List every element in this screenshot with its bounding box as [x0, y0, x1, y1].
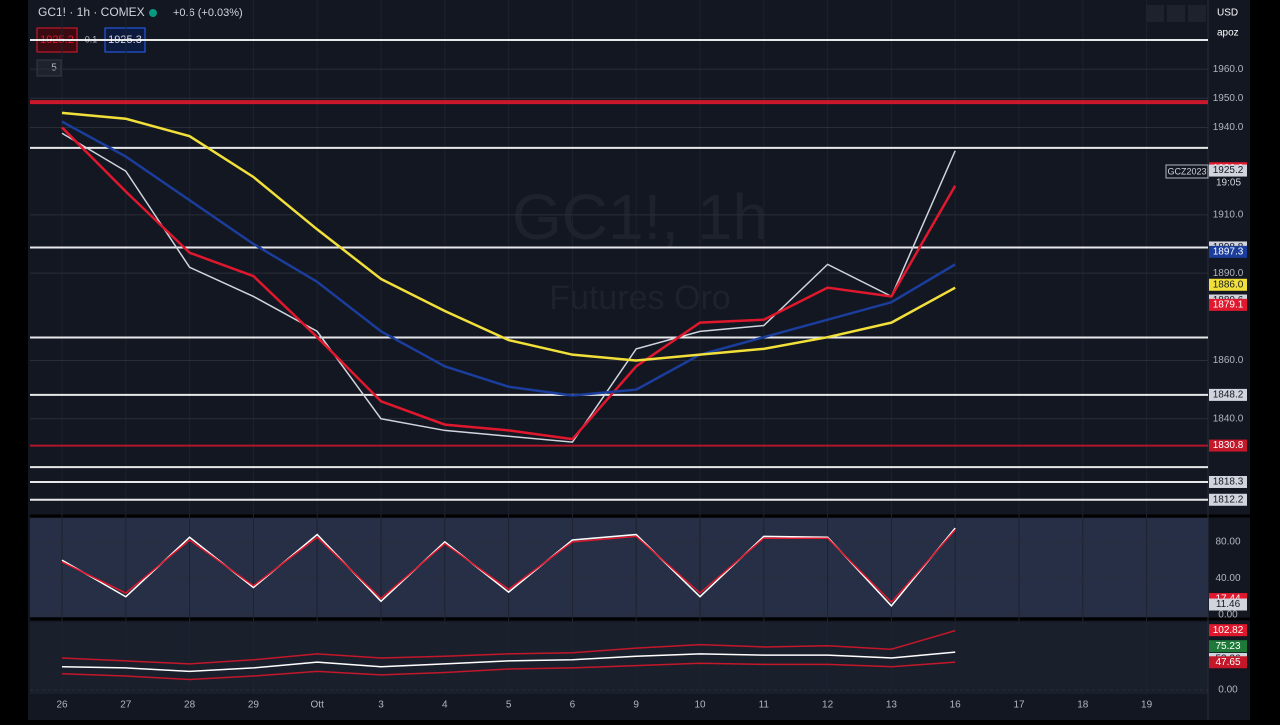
- currency[interactable]: USD: [1217, 8, 1238, 19]
- price-label-text: 1812.2: [1213, 494, 1244, 505]
- status-dot: [149, 9, 157, 17]
- y-tick-label: 40.00: [1215, 573, 1240, 584]
- y-tick-label: 1950.0: [1213, 93, 1244, 104]
- y-tick-label: 80.00: [1215, 536, 1240, 547]
- series-line: [61, 527, 956, 607]
- y-tick-label: 1860.0: [1213, 355, 1244, 366]
- x-tick-label: 29: [248, 700, 260, 711]
- x-tick-label: 4: [442, 700, 448, 711]
- price-label: [1209, 164, 1247, 177]
- price-label: [1209, 475, 1247, 488]
- price-label-text: 1818.3: [1213, 477, 1244, 488]
- price-label: [1209, 439, 1247, 452]
- price-label: [1209, 598, 1247, 611]
- oscillator-panel: [30, 518, 1208, 617]
- series-line: [61, 661, 956, 681]
- price-label: [1209, 388, 1247, 401]
- x-tick-label: 9: [633, 700, 639, 711]
- price-label-text: 1925.2: [1213, 165, 1244, 176]
- x-tick-label: 5: [506, 700, 512, 711]
- price-label: [1209, 298, 1247, 311]
- price-label-text: 47.65: [1215, 657, 1240, 668]
- price-label-text: 1830.8: [1213, 440, 1244, 451]
- price-label: [1209, 493, 1247, 506]
- y-tick-label: 1910.0: [1213, 209, 1244, 220]
- button[interactable]: [1146, 5, 1164, 22]
- price-label: [1209, 656, 1247, 669]
- x-tick-label: 18: [1077, 700, 1089, 711]
- x-tick-label: 13: [886, 700, 898, 711]
- countdown: 19:05: [1216, 178, 1241, 189]
- account[interactable]: apoz: [1217, 28, 1239, 39]
- price-label: [1209, 640, 1247, 653]
- series-line: [61, 132, 956, 443]
- x-tick-label: 16: [950, 700, 962, 711]
- x-tick-label: Ott: [311, 700, 325, 711]
- button[interactable]: [1188, 5, 1206, 22]
- x-tick-label: 26: [56, 700, 68, 711]
- price-label-text: 1848.2: [1213, 390, 1244, 401]
- button[interactable]: [1167, 5, 1185, 22]
- symbol: GC1! · 1h · COMEX: [38, 5, 145, 19]
- watermark: Futures Oro: [549, 279, 730, 317]
- series-line: [61, 111, 956, 362]
- price-label: [1209, 245, 1247, 258]
- series-line: [61, 529, 956, 604]
- y-tick-label: 1960.0: [1213, 64, 1244, 75]
- y-tick-label: 1890.0: [1213, 268, 1244, 279]
- x-tick-label: 11: [759, 700, 770, 711]
- x-tick-label: 17: [1013, 700, 1025, 711]
- price-label-text: 1886.0: [1213, 279, 1244, 290]
- watermark: GC1!, 1h: [512, 181, 768, 253]
- price-label-text: 11.46: [1216, 599, 1241, 610]
- indicator-count: 5: [51, 63, 57, 74]
- x-tick-label: 6: [570, 700, 576, 711]
- x-tick-label: 27: [120, 700, 132, 711]
- x-tick-label: 10: [694, 700, 706, 711]
- price-label-text: 75.23: [1215, 641, 1240, 652]
- y-tick-label: 1940.0: [1213, 122, 1244, 133]
- oscillator-panel: [30, 622, 1208, 694]
- x-tick-label: 12: [822, 700, 834, 711]
- change: +0.6 (+0.03%): [173, 7, 243, 19]
- y-tick-label: 0.00: [1218, 610, 1238, 621]
- contract-tag: [1165, 164, 1209, 179]
- y-tick-label: 1840.0: [1213, 413, 1244, 424]
- contract: GCZ2023: [1167, 166, 1206, 176]
- price-label: [1209, 624, 1247, 637]
- price-label-text: 102.82: [1213, 625, 1244, 636]
- series-line: [61, 651, 956, 673]
- x-tick-label: 19: [1141, 700, 1153, 711]
- series-line: [61, 629, 956, 665]
- x-tick-label: 3: [378, 700, 384, 711]
- series-line: [61, 120, 956, 397]
- y-tick-label: 0.00: [1218, 685, 1238, 696]
- x-tick-label: 28: [184, 700, 196, 711]
- indicator-toggle[interactable]: [36, 59, 62, 77]
- price-label-text: 1879.1: [1213, 300, 1244, 311]
- price-label: [1209, 278, 1247, 291]
- series-line: [61, 126, 957, 441]
- price-label-text: 1897.3: [1213, 246, 1244, 257]
